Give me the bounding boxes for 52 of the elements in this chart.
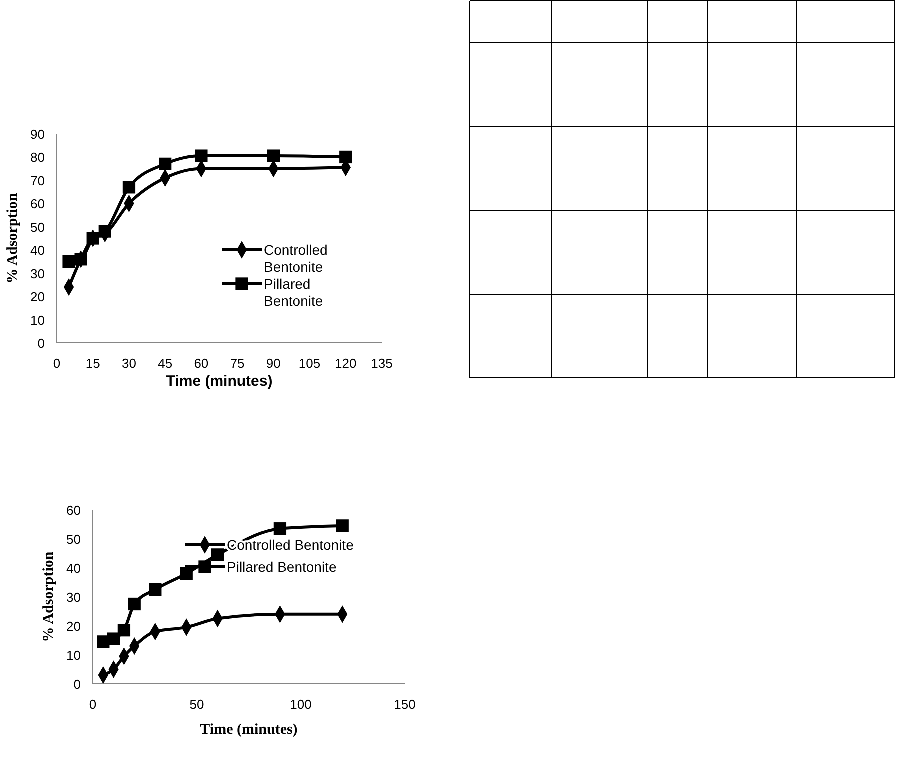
point — [195, 150, 208, 162]
y-tick-label: 0 — [74, 677, 81, 692]
y-tick-label: 50 — [66, 532, 81, 547]
point — [180, 567, 193, 580]
x-tick-label: 15 — [86, 356, 100, 371]
point — [62, 255, 76, 268]
x-axis-title: Time (minutes) — [166, 373, 273, 390]
point — [274, 522, 287, 536]
point — [149, 583, 162, 596]
x-tick-label: 90 — [266, 356, 281, 371]
point — [159, 158, 172, 171]
y-tick-label: 80 — [30, 150, 45, 166]
point — [340, 150, 352, 164]
y-tick-label: 50 — [30, 220, 45, 235]
x-tick-label: 75 — [230, 356, 245, 371]
x-tick-label: 60 — [194, 356, 209, 371]
y-tick-label: 20 — [30, 290, 45, 305]
y-axis-title: % Adsorption — [41, 551, 57, 642]
x-tick-label: 120 — [335, 356, 357, 371]
y-tick-label: 60 — [30, 196, 45, 212]
x-tick-label: 30 — [122, 356, 136, 371]
y-tick-label: 60 — [66, 503, 81, 518]
y-tick-label: 90 — [30, 127, 45, 142]
point — [122, 181, 136, 194]
x-axis-title: Time (minutes) — [200, 722, 298, 738]
legend-label: Pillared Bentonite — [227, 559, 337, 575]
y-tick-label: 70 — [30, 173, 45, 188]
x-tick-label: 105 — [298, 356, 321, 371]
y-tick-label: 20 — [66, 619, 81, 634]
y-tick-label: 10 — [66, 648, 81, 663]
legend-label: Controlled Bentonite — [264, 242, 328, 275]
point — [211, 548, 224, 562]
point — [336, 520, 349, 532]
y-tick-label: 0 — [38, 336, 45, 351]
y-tick-label: 40 — [30, 243, 45, 258]
y-tick-label: 30 — [30, 266, 45, 282]
x-tick-label: 135 — [371, 356, 393, 371]
point — [118, 624, 131, 637]
legend-label: Pillared Bentonite — [264, 276, 324, 309]
y-tick-label: 40 — [66, 561, 81, 576]
y-tick-label: 30 — [66, 590, 81, 605]
point — [128, 598, 141, 611]
x-tick-label: 0 — [89, 697, 97, 712]
point — [267, 150, 280, 162]
x-tick-label: 0 — [53, 356, 61, 371]
x-tick-label: 45 — [158, 356, 173, 371]
point — [107, 632, 120, 646]
x-tick-label: 100 — [290, 697, 312, 712]
y-axis-title: % Adsorption — [5, 192, 21, 284]
x-tick-label: 50 — [190, 697, 204, 712]
x-tick-label: 150 — [394, 697, 416, 712]
y-tick-label: 10 — [30, 312, 45, 328]
